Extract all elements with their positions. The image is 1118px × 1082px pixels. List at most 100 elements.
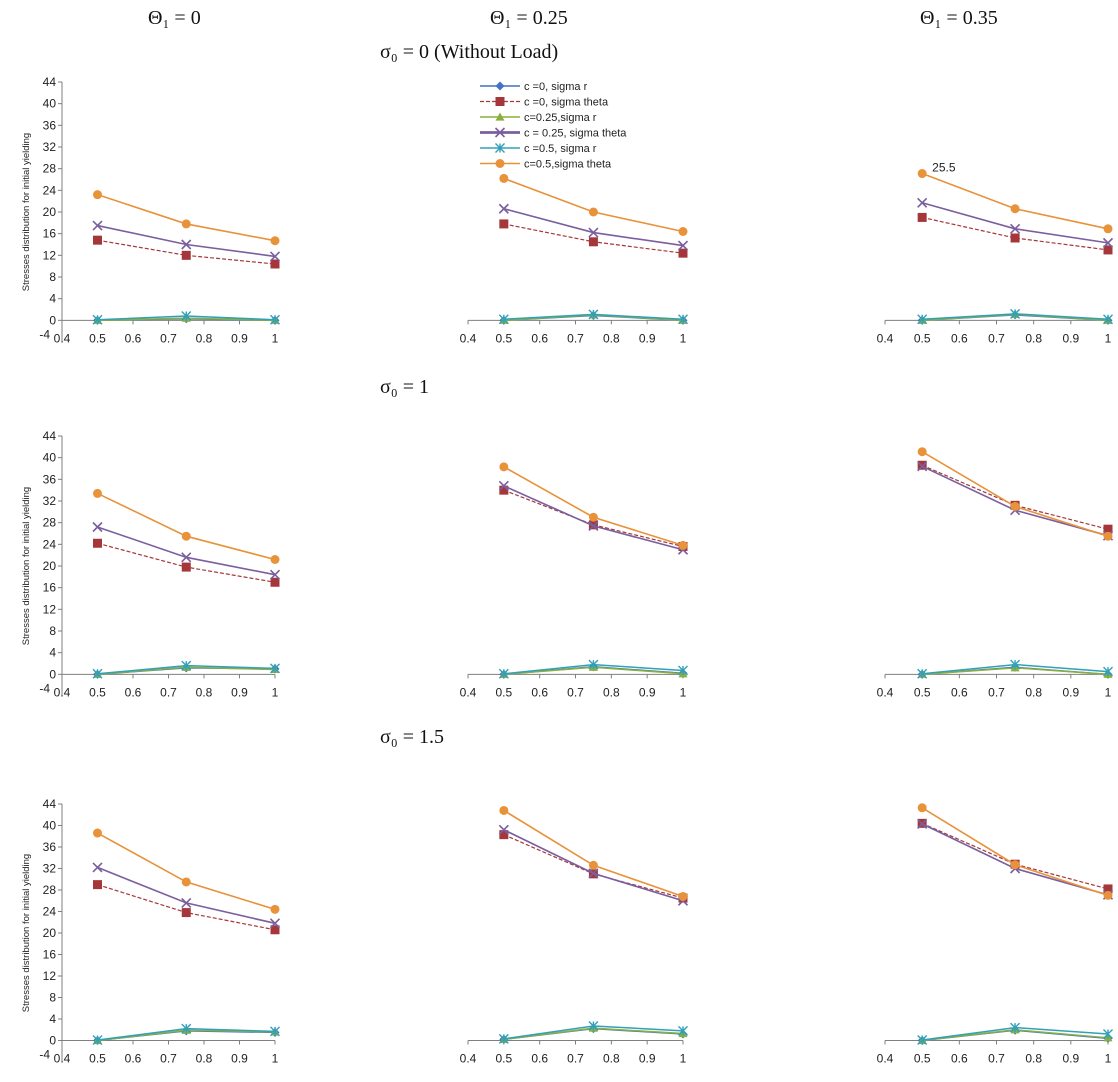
x-tick-label: 1: [1105, 331, 1112, 345]
data-point: [678, 314, 688, 325]
y-tick-label: 8: [49, 270, 56, 284]
x-tick-label: 0.9: [1062, 685, 1079, 699]
x-tick-label: 0.7: [567, 331, 584, 345]
series-2: [93, 880, 280, 935]
x-tick-label: 0.9: [639, 1052, 656, 1066]
data-point: [93, 190, 102, 200]
data-point: [270, 236, 280, 246]
y-tick-label: 8: [49, 624, 56, 638]
y-tick-label: 12: [43, 602, 57, 616]
series-2: [93, 538, 280, 587]
series-5: [498, 1020, 688, 1044]
data-point: [181, 1023, 192, 1034]
x-tick-label: 0.7: [988, 1052, 1005, 1066]
series-5: [917, 308, 1113, 325]
data-point: [1103, 531, 1113, 541]
y-tick-label: 40: [43, 451, 57, 465]
series-5: [92, 311, 280, 325]
series-4: [917, 197, 1114, 248]
series-6: [917, 803, 1113, 900]
y-tick-label: 44: [43, 75, 57, 89]
x-tick-label: 0.6: [125, 331, 142, 345]
panel-1-2: 0.4 0.5 0.6 0.7 0.8 0.9 1: [460, 173, 689, 345]
y-tick-label: 20: [43, 559, 57, 573]
data-point: [181, 877, 191, 887]
series-line: [921, 807, 1109, 897]
panel-3-2: 0.4 0.5 0.6 0.7 0.8 0.9 1: [460, 805, 689, 1066]
legend-marker: [494, 127, 506, 138]
x-tick-label: 0.6: [951, 1052, 968, 1066]
data-point: [1103, 224, 1113, 234]
data-point: [917, 169, 927, 179]
series-5: [92, 660, 280, 679]
data-point: [181, 660, 192, 671]
data-point: [181, 552, 192, 563]
legend-label: c =0, sigma theta: [524, 97, 609, 109]
x-tick-label: 0.9: [639, 685, 656, 699]
panel-2-2: 0.4 0.5 0.6 0.7 0.8 0.9 1: [460, 462, 689, 699]
data-point: [588, 207, 598, 217]
y-tick-label: 0: [49, 667, 56, 681]
data-point: [93, 488, 102, 498]
data-point: [1010, 308, 1021, 319]
x-tick-label: 0.5: [495, 685, 512, 699]
data-point: [93, 828, 102, 838]
y-tick-label: 40: [43, 819, 57, 833]
legend-item: c=0.25,sigma r: [480, 112, 597, 124]
legend-label: c =0, sigma r: [524, 81, 588, 93]
panel-1-1: -40 4 8 12 16 20 24 28 32 36 40 44 Stresses distribu…: [21, 75, 281, 345]
y-tick-label: 4: [49, 646, 56, 660]
x-tick-label: 0.8: [196, 1052, 213, 1066]
data-point: [588, 309, 599, 320]
x-tick-label: 0.9: [1062, 331, 1079, 345]
y-tick-label: 20: [43, 205, 57, 219]
x-tick-label: 0.9: [639, 331, 656, 345]
legend-label: c = 0.25, sigma theta: [524, 128, 627, 140]
series-line: [921, 451, 1109, 537]
data-point: [588, 868, 599, 879]
x-tick-label: 0.5: [914, 685, 931, 699]
series-2: [917, 212, 1113, 255]
x-tick-label: 0.6: [951, 685, 968, 699]
data-point: [92, 862, 103, 873]
data-point: [498, 203, 509, 214]
panel-2-1: -40 4 8 12 16 20 24 28 32 36 40 44 Stresses distribu…: [21, 429, 281, 699]
y-tick-label: 36: [43, 840, 57, 854]
data-point: [917, 447, 927, 457]
x-tick-label: 0.5: [914, 1052, 931, 1066]
data-point: [588, 237, 598, 247]
header-theta-0: Θ₁ = 0: [148, 7, 201, 29]
x-tick-label: 0.8: [603, 685, 620, 699]
data-point: [92, 668, 103, 679]
data-point: [1103, 1029, 1113, 1040]
data-point: [1010, 860, 1020, 870]
x-tick-label: 0.7: [160, 331, 177, 345]
x-tick-label: 0.4: [54, 685, 71, 699]
x-tick-label: 0.8: [603, 1052, 620, 1066]
y-tick-label: 16: [43, 948, 57, 962]
legend-item: c =0, sigma theta: [480, 97, 609, 109]
x-tick-label: 0.6: [531, 685, 548, 699]
data-point: [93, 880, 102, 890]
data-point: [270, 314, 280, 325]
data-point: [270, 555, 280, 564]
series-line: [921, 172, 1109, 230]
data-point: [678, 665, 688, 676]
series-line: [97, 492, 276, 561]
y-tick-label: 24: [43, 183, 57, 197]
x-tick-label: 0.7: [988, 685, 1005, 699]
y-tick-label: 0: [49, 1034, 56, 1048]
series-4: [92, 521, 281, 580]
x-tick-label: 0.7: [160, 1052, 177, 1066]
header-theta-025: Θ₁ = 0.25: [490, 7, 568, 29]
legend-marker: [495, 159, 505, 168]
data-point: [181, 311, 192, 321]
data-point: [181, 908, 191, 918]
legend-marker: [495, 143, 505, 153]
y-axis-label: Stresses distribution for initial yieldi…: [21, 487, 32, 645]
data-point: [181, 219, 191, 229]
data-point: [270, 1026, 280, 1037]
data-point: [270, 577, 280, 587]
data-point: [917, 668, 928, 679]
